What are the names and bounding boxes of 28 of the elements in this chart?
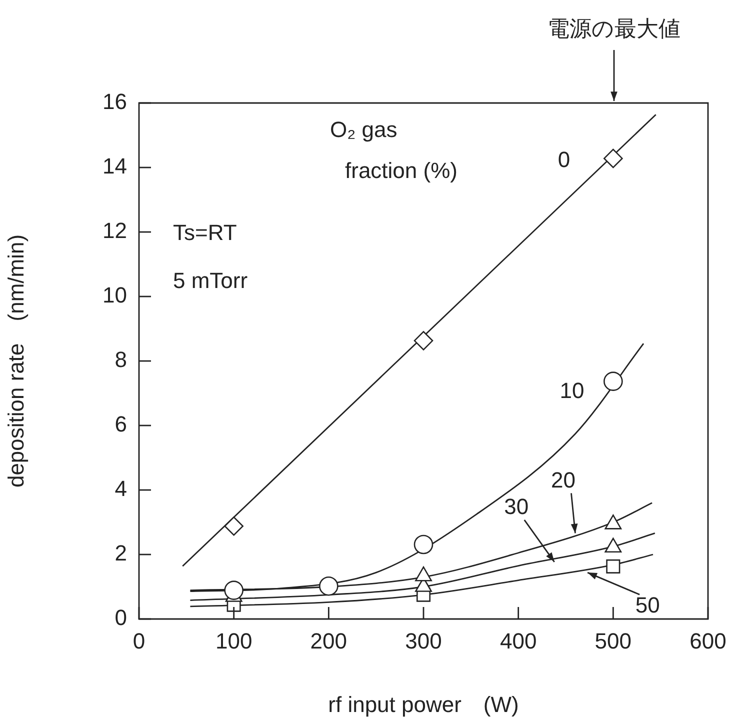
y-tick-label: 2: [114, 540, 127, 566]
x-tick-label: 300: [405, 628, 442, 654]
x-tick-label: 100: [215, 628, 252, 654]
y-tick-label: 14: [102, 154, 127, 179]
y-tick-label: 16: [102, 89, 127, 114]
y-tick-label: 10: [102, 282, 127, 308]
annotation: fraction (%): [345, 158, 458, 184]
annotation: 50: [635, 592, 660, 618]
x-tick-label: 200: [310, 628, 348, 654]
y-tick-label: 4: [114, 476, 127, 502]
annotation: O₂ gas: [330, 117, 398, 142]
x-tick-label: 600: [690, 628, 726, 654]
annotation: 30: [504, 494, 529, 519]
y-tick-label: 8: [114, 347, 127, 372]
annotation: 5 mTorr: [173, 268, 248, 294]
annotation: 0: [558, 147, 570, 172]
x-tick-label: 0: [132, 628, 146, 654]
x-tick-label: 400: [500, 628, 537, 654]
annotation: Ts=RT: [173, 220, 237, 246]
annotation: 10: [560, 378, 584, 404]
y-tick-label: 0: [114, 605, 127, 630]
text: 電源の最大値: [548, 16, 680, 42]
annotation: 20: [550, 467, 576, 492]
y-tick-label: 6: [114, 412, 127, 437]
x-tick-label: 500: [594, 628, 632, 654]
x-axis-title: rf input power (W): [328, 692, 519, 717]
y-axis-title: deposition rate (nm/min): [3, 234, 28, 488]
y-tick-label: 12: [102, 218, 127, 244]
